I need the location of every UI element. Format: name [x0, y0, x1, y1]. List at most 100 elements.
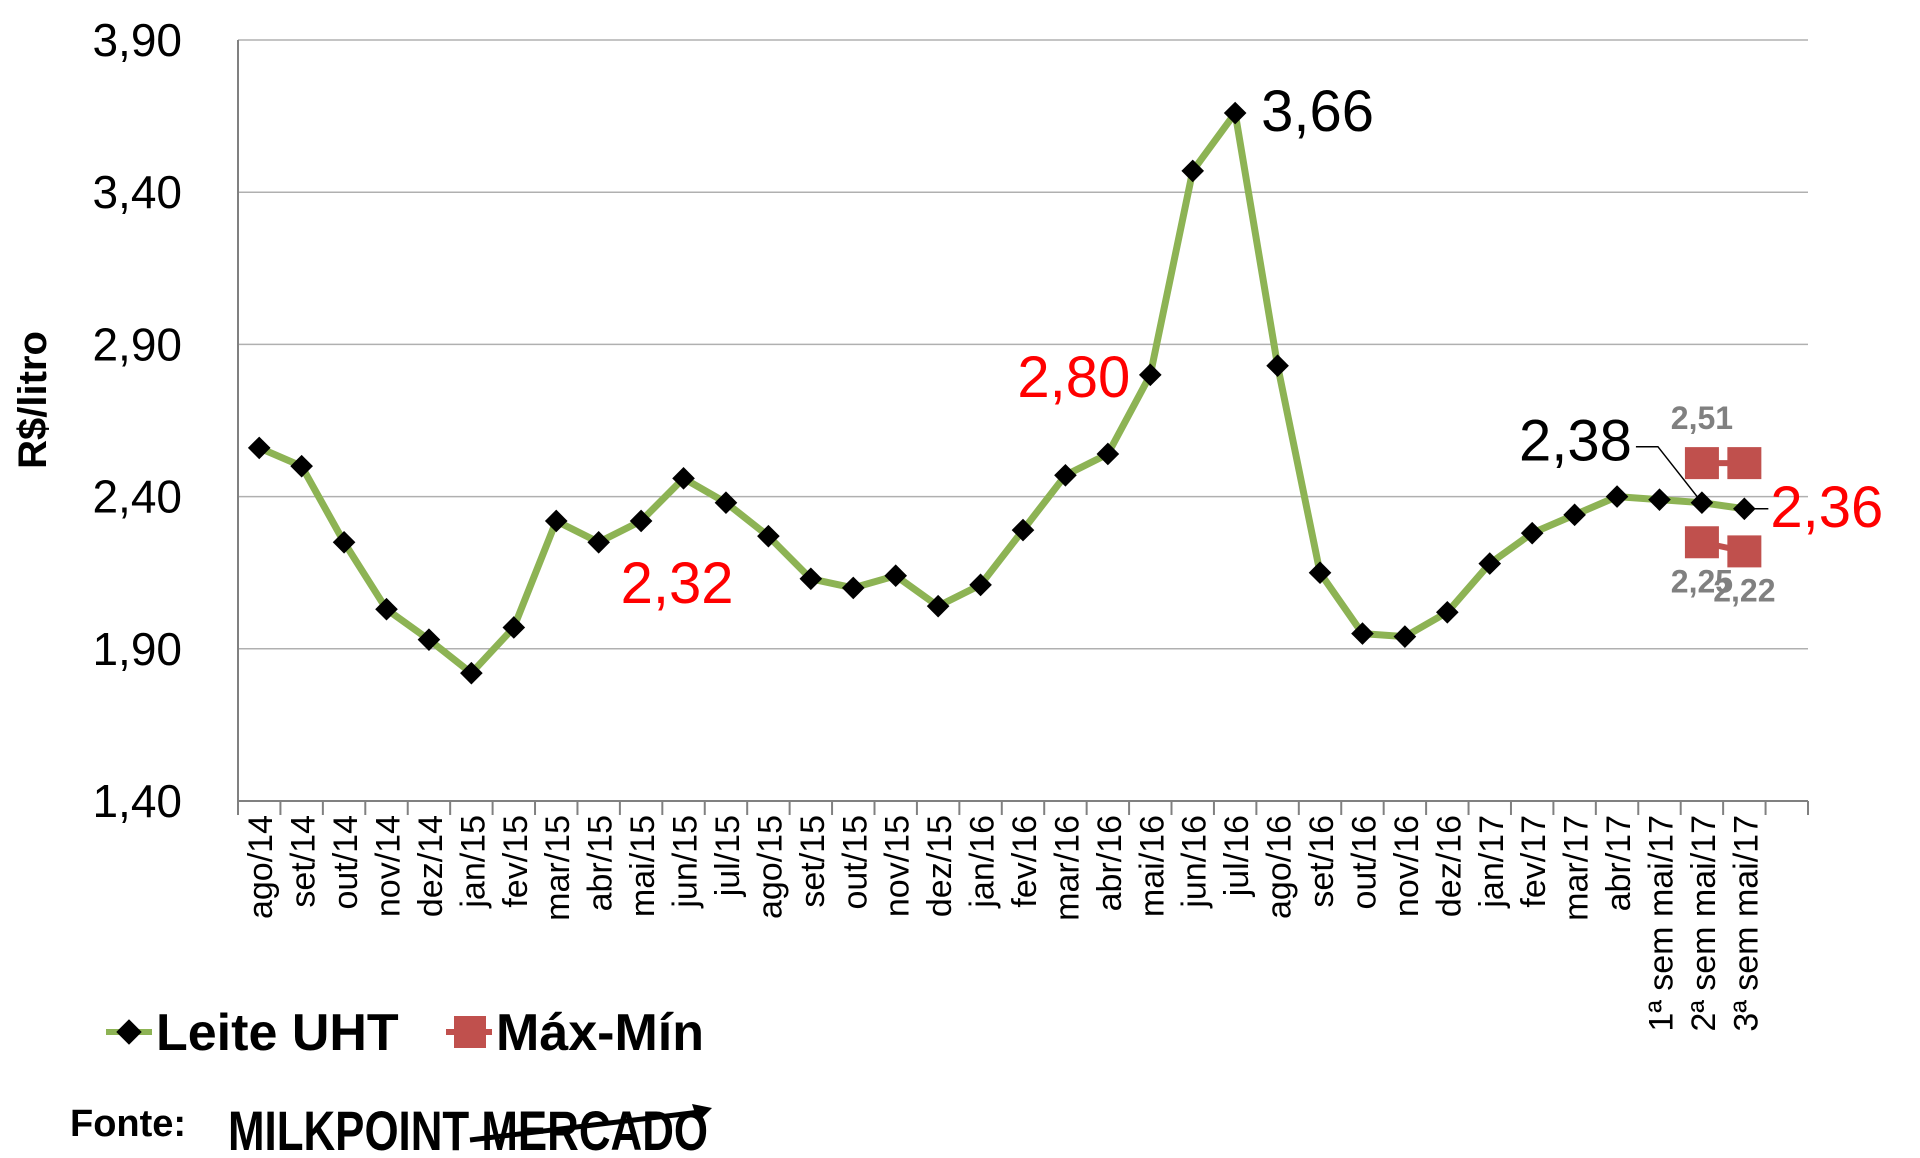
x-tick-label: dez/16: [1430, 815, 1468, 917]
brand-logo-text: MILKPOINT MERCADO: [228, 1099, 708, 1158]
data-point-leite-uht: [1733, 497, 1756, 521]
x-tick-label: mar/17: [1558, 815, 1596, 921]
x-tick-label: nov/15: [879, 815, 917, 917]
data-point-leite-uht: [1393, 625, 1417, 648]
x-tick-labels: ago/14 set/14 out/14 nov/14 dez/14 jan/15 fev/…: [242, 815, 1765, 1032]
x-tick-label: jul/15: [709, 815, 747, 897]
data-annotations: 3,66 2,80 2,32 2,38 2,36 2,51 2,252,22: [621, 79, 1884, 616]
data-point-leite-uht: [1096, 442, 1120, 466]
legend-label-leite-uht: Leite UHT: [156, 1004, 399, 1062]
data-point-leite-uht: [1436, 600, 1459, 624]
gridlines: [238, 39, 1808, 650]
data-point-leite-uht: [544, 509, 568, 533]
series-layer: [247, 101, 1762, 685]
data-point-leite-uht: [714, 491, 738, 515]
data-point-leite-uht: [460, 661, 483, 685]
leader-line: [1635, 445, 1703, 504]
data-point-leite-uht: [1520, 521, 1544, 545]
source-label: Fonte:: [70, 1103, 186, 1145]
data-point-leite-uht: [375, 597, 398, 621]
x-tick-label: out/15: [836, 815, 874, 910]
x-tick-label: out/14: [327, 815, 365, 910]
data-point-leite-uht: [587, 530, 610, 554]
data-point-leite-uht: [1223, 101, 1247, 125]
data-point-max-min: [1684, 526, 1719, 559]
data-point-leite-uht: [1478, 552, 1502, 575]
data-point-leite-uht: [247, 436, 271, 460]
y-tick-label: 2,40: [92, 471, 182, 523]
data-point-leite-uht: [672, 467, 695, 490]
x-tick-label: ago/14: [242, 815, 280, 919]
milkpoint-mercado-logo: MILKPOINT MERCADO: [228, 1099, 712, 1158]
data-point-leite-uht: [1563, 503, 1586, 527]
x-tick-label: jun/16: [1176, 815, 1214, 909]
legend-item-leite-uht: Leite UHT: [106, 1004, 399, 1062]
x-tick-label: jan/17: [1473, 815, 1511, 909]
data-point-leite-uht: [1266, 354, 1289, 378]
data-point-leite-uht: [1138, 363, 1162, 387]
x-tick-label: jan/16: [964, 815, 1002, 909]
data-point-leite-uht: [884, 564, 908, 588]
x-tick-label: 2ª sem mai/17: [1685, 815, 1723, 1032]
data-point-leite-uht: [1351, 622, 1374, 645]
y-tick-labels: 1,40 1,90 2,40 2,90 3,40 3,90: [92, 14, 182, 827]
data-label: 3,66: [1261, 79, 1374, 144]
data-label: 2,36: [1770, 475, 1883, 540]
x-tick-label: dez/15: [921, 815, 959, 917]
data-label: 2,22: [1713, 572, 1775, 608]
data-point-max-min: [1684, 447, 1719, 480]
data-point-leite-uht: [1605, 485, 1629, 508]
series-line-leite-uht: [257, 109, 1745, 677]
axes: [237, 40, 1809, 815]
data-point-leite-uht: [1054, 463, 1077, 487]
x-tick-label: set/16: [1303, 815, 1341, 908]
data-point-leite-uht: [926, 594, 950, 618]
data-point-leite-uht: [332, 530, 356, 554]
x-tick-label: ago/15: [751, 815, 789, 919]
data-label: 2,38: [1519, 409, 1632, 474]
data-point-leite-uht: [841, 576, 865, 600]
legend: Leite UHT Máx-Mín: [106, 1004, 704, 1062]
data-label: 2,25: [1671, 563, 1733, 599]
data-point-leite-uht: [629, 509, 653, 533]
x-tick-label: 1ª sem mai/17: [1642, 815, 1680, 1032]
x-tick-label: mar/16: [1048, 815, 1086, 921]
data-point-leite-uht: [799, 567, 823, 591]
y-tick-label: 3,90: [92, 14, 182, 66]
x-tick-label: mai/15: [624, 815, 662, 917]
x-tick-label: set/14: [285, 815, 323, 908]
legend-label-max-min: Máx-Mín: [496, 1004, 704, 1062]
x-tick-label: jul/16: [1218, 815, 1256, 897]
x-tick-label: abr/15: [582, 815, 620, 911]
x-tick-label: dez/14: [412, 815, 450, 917]
x-tick-label: nov/14: [370, 815, 408, 917]
data-point-leite-uht: [417, 628, 441, 651]
data-label: 2,80: [1017, 345, 1130, 410]
x-tick-label: out/16: [1345, 815, 1383, 910]
data-point-leite-uht: [1011, 518, 1035, 542]
y-tick-label: 2,90: [92, 318, 182, 370]
y-axis-label: R$/litro: [11, 331, 55, 469]
data-point-leite-uht: [1648, 488, 1671, 511]
y-tick-label: 1,40: [92, 775, 182, 827]
data-point-leite-uht: [290, 454, 313, 478]
data-point-max-min: [1727, 535, 1762, 568]
x-tick-label: abr/16: [1091, 815, 1129, 911]
x-tick-label: fev/15: [497, 815, 535, 908]
x-tick-label: 3ª sem mai/17: [1727, 815, 1765, 1032]
data-label: 2,32: [621, 551, 734, 616]
legend-item-max-min: Máx-Mín: [446, 1004, 704, 1062]
x-tick-label: fev/16: [1006, 815, 1044, 908]
data-label: 2,51: [1671, 400, 1733, 436]
x-tick-label: mai/16: [1133, 815, 1171, 917]
data-point-leite-uht: [969, 573, 992, 597]
data-point-max-min: [1727, 447, 1762, 480]
x-tick-label: nov/16: [1388, 815, 1426, 917]
data-point-leite-uht: [757, 524, 780, 548]
x-tick-label: mar/15: [539, 815, 577, 921]
x-tick-label: jun/15: [667, 815, 705, 909]
y-tick-label: 1,90: [92, 623, 182, 675]
x-tick-label: set/15: [794, 815, 832, 908]
source-footer: Fonte: MILKPOINT MERCADO: [70, 1099, 712, 1158]
